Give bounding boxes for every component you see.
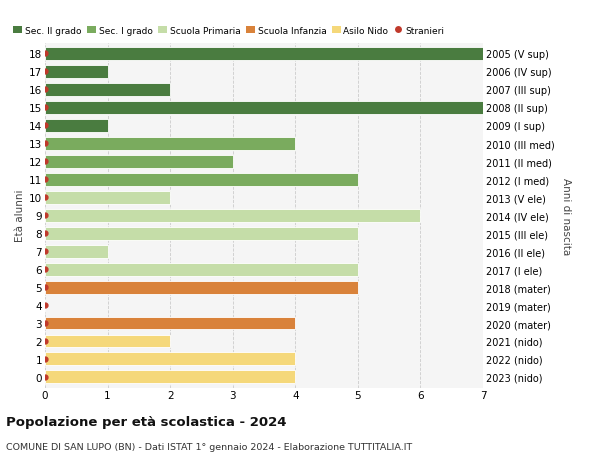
Bar <box>45 102 483 115</box>
Bar <box>45 66 107 79</box>
Bar <box>45 209 421 222</box>
Bar <box>45 174 358 186</box>
Bar <box>45 317 295 330</box>
Bar <box>45 48 483 61</box>
Text: COMUNE DI SAN LUPO (BN) - Dati ISTAT 1° gennaio 2024 - Elaborazione TUTTITALIA.I: COMUNE DI SAN LUPO (BN) - Dati ISTAT 1° … <box>6 442 412 451</box>
Bar <box>45 281 358 294</box>
Bar <box>45 263 358 276</box>
Y-axis label: Anni di nascita: Anni di nascita <box>561 177 571 254</box>
Bar <box>45 353 295 366</box>
Bar <box>45 245 107 258</box>
Bar <box>45 371 295 384</box>
Bar <box>45 156 233 168</box>
Bar <box>45 335 170 348</box>
Bar <box>45 120 107 133</box>
Bar <box>45 227 358 240</box>
Bar <box>45 138 295 151</box>
Bar <box>45 84 170 97</box>
Y-axis label: Età alunni: Età alunni <box>15 190 25 242</box>
Text: Popolazione per età scolastica - 2024: Popolazione per età scolastica - 2024 <box>6 415 287 428</box>
Legend: Sec. II grado, Sec. I grado, Scuola Primaria, Scuola Infanzia, Asilo Nido, Stran: Sec. II grado, Sec. I grado, Scuola Prim… <box>13 27 445 36</box>
Bar <box>45 191 170 204</box>
